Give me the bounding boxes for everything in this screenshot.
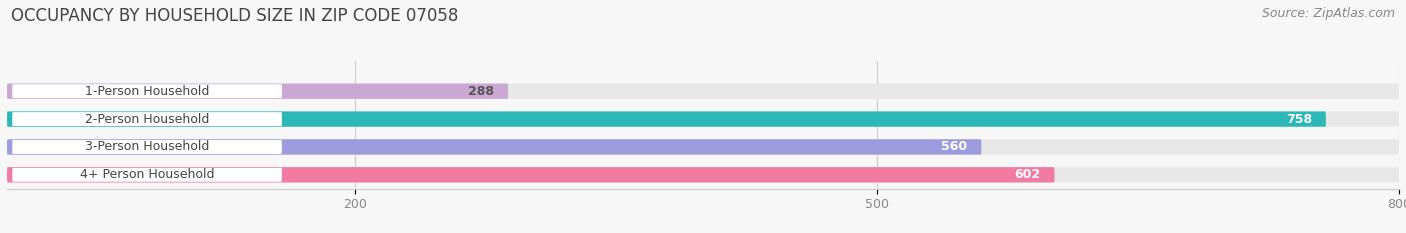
Text: 2-Person Household: 2-Person Household bbox=[84, 113, 209, 126]
FancyBboxPatch shape bbox=[13, 84, 283, 98]
Text: 3-Person Household: 3-Person Household bbox=[84, 140, 209, 154]
FancyBboxPatch shape bbox=[13, 140, 283, 154]
Text: 560: 560 bbox=[942, 140, 967, 154]
FancyBboxPatch shape bbox=[7, 139, 981, 155]
Text: 4+ Person Household: 4+ Person Household bbox=[80, 168, 214, 181]
Text: 758: 758 bbox=[1286, 113, 1312, 126]
FancyBboxPatch shape bbox=[7, 84, 1399, 99]
FancyBboxPatch shape bbox=[7, 84, 508, 99]
FancyBboxPatch shape bbox=[13, 112, 283, 126]
FancyBboxPatch shape bbox=[7, 167, 1399, 182]
FancyBboxPatch shape bbox=[7, 167, 1054, 182]
Text: 1-Person Household: 1-Person Household bbox=[84, 85, 209, 98]
FancyBboxPatch shape bbox=[13, 168, 283, 182]
Text: 602: 602 bbox=[1014, 168, 1040, 181]
Text: OCCUPANCY BY HOUSEHOLD SIZE IN ZIP CODE 07058: OCCUPANCY BY HOUSEHOLD SIZE IN ZIP CODE … bbox=[11, 7, 458, 25]
FancyBboxPatch shape bbox=[7, 111, 1399, 127]
FancyBboxPatch shape bbox=[7, 111, 1326, 127]
Text: Source: ZipAtlas.com: Source: ZipAtlas.com bbox=[1261, 7, 1395, 20]
Text: 288: 288 bbox=[468, 85, 495, 98]
FancyBboxPatch shape bbox=[7, 139, 1399, 155]
